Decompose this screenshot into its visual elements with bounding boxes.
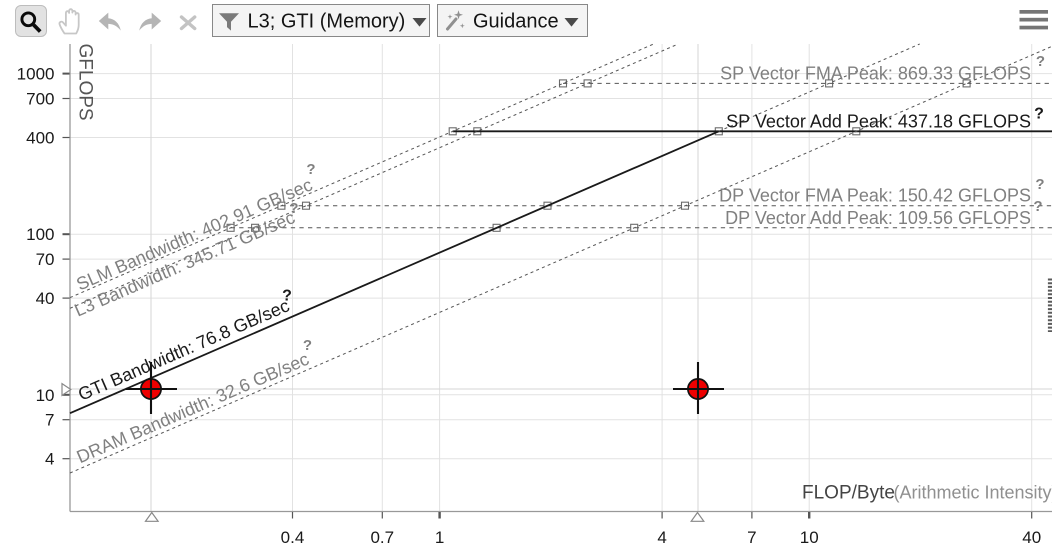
- svg-text:?: ?: [1034, 106, 1044, 123]
- svg-text:?: ?: [303, 337, 312, 354]
- svg-text:1: 1: [435, 528, 444, 547]
- svg-text:4: 4: [657, 528, 666, 547]
- svg-text:DP Vector FMA Peak: 150.42 GFL: DP Vector FMA Peak: 150.42 GFLOPS: [719, 186, 1031, 206]
- svg-text:400: 400: [26, 129, 54, 148]
- svg-text:GFLOPS: GFLOPS: [75, 44, 96, 121]
- svg-text:700: 700: [26, 90, 54, 109]
- svg-text:FLOP/Byte: FLOP/Byte: [802, 483, 895, 504]
- svg-text:10: 10: [800, 528, 819, 547]
- svg-text:1000: 1000: [17, 65, 55, 84]
- svg-text:10: 10: [36, 386, 55, 405]
- svg-text:?: ?: [306, 161, 315, 178]
- svg-text:0.7: 0.7: [370, 528, 394, 547]
- svg-text:0.4: 0.4: [281, 528, 305, 547]
- svg-text:Guidance: Guidance: [473, 10, 559, 32]
- svg-text:?: ?: [1035, 176, 1044, 193]
- svg-text:(Arithmetic Intensity): (Arithmetic Intensity): [894, 483, 1052, 503]
- svg-text:7: 7: [45, 411, 54, 430]
- svg-text:SP Vector FMA Peak: 869.33 GFL: SP Vector FMA Peak: 869.33 GFLOPS: [720, 63, 1031, 83]
- svg-text:DRAM Bandwidth: 32.6 GB/sec: DRAM Bandwidth: 32.6 GB/sec: [74, 349, 312, 467]
- svg-text:4: 4: [45, 450, 54, 469]
- svg-text:SP Vector Add Peak: 437.18 GFL: SP Vector Add Peak: 437.18 GFLOPS: [726, 111, 1031, 131]
- svg-text:70: 70: [36, 250, 55, 269]
- svg-text:40: 40: [1022, 528, 1041, 547]
- svg-text:40: 40: [36, 289, 55, 308]
- svg-text:7: 7: [747, 528, 756, 547]
- svg-text:?: ?: [282, 288, 292, 305]
- svg-text:L3; GTI (Memory): L3; GTI (Memory): [248, 10, 406, 32]
- svg-text:DP Vector Add Peak: 109.56 GFL: DP Vector Add Peak: 109.56 GFLOPS: [725, 208, 1031, 228]
- svg-text:100: 100: [26, 225, 54, 244]
- svg-text:?: ?: [1033, 198, 1042, 215]
- svg-text:?: ?: [289, 200, 298, 217]
- svg-text:?: ?: [1036, 53, 1045, 70]
